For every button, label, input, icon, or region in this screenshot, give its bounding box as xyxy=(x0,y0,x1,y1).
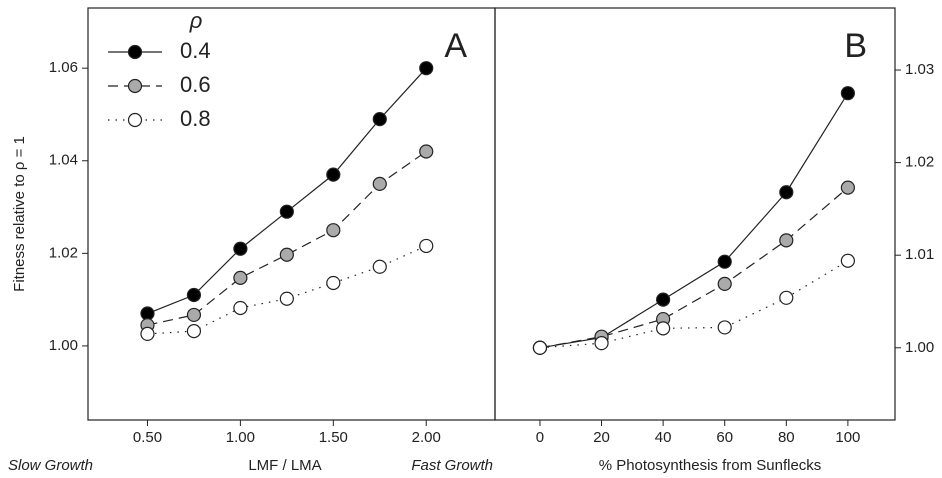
legend-label: 0.8 xyxy=(180,106,211,131)
x-tick-label: 80 xyxy=(778,429,795,446)
marker xyxy=(532,340,548,355)
panel-label: A xyxy=(444,27,467,65)
legend-marker xyxy=(127,112,143,128)
y-tick-label: 1.02 xyxy=(905,154,934,171)
x-tick-label: 0 xyxy=(536,429,544,446)
marker xyxy=(419,238,434,254)
marker xyxy=(419,144,434,159)
x-axis-label: LMF / LMA xyxy=(248,457,321,474)
marker xyxy=(656,292,671,307)
marker xyxy=(656,321,671,336)
y-tick-label: 1.03 xyxy=(905,61,934,78)
marker xyxy=(594,336,609,351)
series-line xyxy=(539,92,849,349)
marker xyxy=(186,324,202,339)
marker xyxy=(419,61,434,76)
series-line xyxy=(539,187,849,349)
legend-marker xyxy=(127,44,143,60)
legend-label: 0.6 xyxy=(180,72,211,97)
marker xyxy=(279,247,294,262)
marker xyxy=(840,86,855,101)
marker xyxy=(279,204,294,219)
marker xyxy=(233,270,248,285)
x-tick-label: 2.00 xyxy=(412,429,441,446)
x-note: Fast Growth xyxy=(411,457,493,474)
x-tick-label: 20 xyxy=(593,429,610,446)
y-tick-label: 1.06 xyxy=(49,59,78,76)
marker xyxy=(279,291,294,306)
marker xyxy=(717,254,732,269)
y-tick-label: 1.01 xyxy=(905,246,934,263)
marker xyxy=(233,241,248,256)
x-tick-label: 0.50 xyxy=(133,429,162,446)
x-tick-label: 40 xyxy=(655,429,672,446)
marker xyxy=(186,287,202,303)
marker xyxy=(186,307,202,323)
marker xyxy=(717,276,732,292)
legend-label: 0.4 xyxy=(180,38,211,63)
legend-title: ρ xyxy=(189,8,203,33)
x-tick-label: 100 xyxy=(835,429,860,446)
marker xyxy=(372,259,387,274)
marker xyxy=(372,112,387,127)
y-axis-label: Fitness relative to ρ = 1 xyxy=(11,136,28,292)
marker xyxy=(717,320,732,335)
marker xyxy=(779,290,794,305)
marker xyxy=(840,253,855,268)
panel-label: B xyxy=(844,27,867,65)
legend-marker xyxy=(127,78,143,94)
x-tick-label: 1.00 xyxy=(226,429,255,446)
marker xyxy=(779,185,794,200)
marker xyxy=(140,326,155,341)
marker xyxy=(326,167,341,182)
x-axis-label: % Photosynthesis from Sunflecks xyxy=(599,457,822,474)
marker xyxy=(326,223,341,238)
y-tick-label: 1.00 xyxy=(49,337,78,354)
x-tick-label: 1.50 xyxy=(319,429,348,446)
marker xyxy=(372,176,387,192)
plot-frame xyxy=(494,7,896,421)
x-tick-label: 60 xyxy=(716,429,733,446)
y-tick-label: 1.04 xyxy=(49,152,78,169)
marker xyxy=(840,180,855,195)
marker xyxy=(233,300,248,316)
marker xyxy=(779,233,794,248)
x-note: Slow Growth xyxy=(8,457,93,474)
series-line xyxy=(539,260,849,349)
y-tick-label: 1.02 xyxy=(49,244,78,261)
marker xyxy=(326,275,341,291)
y-tick-label: 1.00 xyxy=(905,339,934,356)
